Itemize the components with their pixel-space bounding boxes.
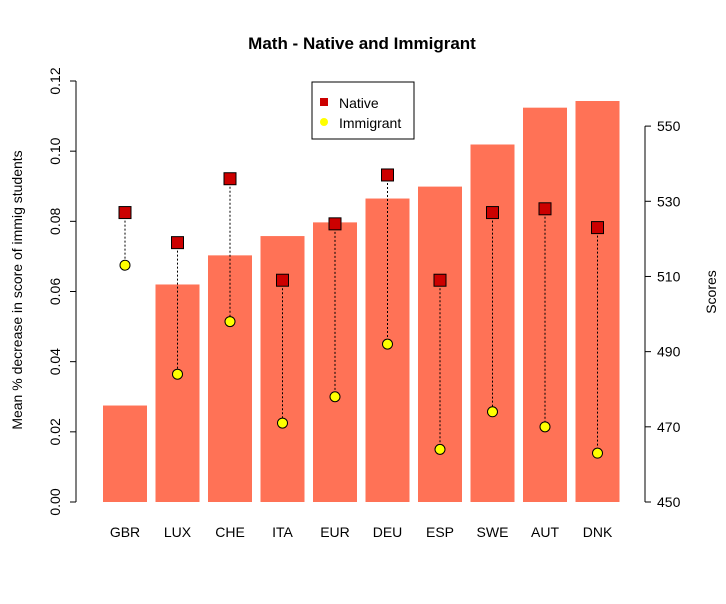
x-tick-label-che: CHE <box>215 524 245 540</box>
y-tick-label: 0.10 <box>47 137 63 164</box>
x-tick-label-dnk: DNK <box>583 524 613 540</box>
x-axis-labels: GBR LUX CHE ITA EUR DEU ESP SWE AUT DNK <box>110 524 613 540</box>
bar-lux <box>155 284 200 502</box>
x-tick-label-gbr: GBR <box>110 524 140 540</box>
y-tick-label: 0.08 <box>47 207 63 234</box>
bar-deu <box>365 198 410 502</box>
immigrant-marker-swe <box>487 406 498 418</box>
x-tick-label-eur: EUR <box>320 524 350 540</box>
legend-immigrant-marker <box>320 118 328 126</box>
immigrant-marker-lux <box>172 368 183 380</box>
native-marker-swe <box>486 206 499 220</box>
native-marker-ita <box>276 273 289 287</box>
legend: Native Immigrant <box>311 81 415 140</box>
native-marker-aut <box>538 202 552 216</box>
y2-axis-label: Scores <box>703 270 719 314</box>
x-tick-label-swe: SWE <box>477 524 509 540</box>
native-marker-dnk <box>591 221 604 235</box>
y2-tick-label: 530 <box>657 193 681 209</box>
immigrant-marker-ita <box>277 417 288 429</box>
immigrant-marker-dnk <box>592 447 603 459</box>
immigrant-marker-deu <box>382 338 393 350</box>
native-marker-deu <box>381 168 394 182</box>
x-tick-label-esp: ESP <box>426 524 454 540</box>
immigrant-marker-che <box>224 316 236 328</box>
y2-tick-label: 510 <box>657 268 681 284</box>
y-tick-label: 0.02 <box>47 418 63 445</box>
marker-group <box>118 168 604 459</box>
chart-title: Math - Native and Immigrant <box>248 34 476 53</box>
native-marker-gbr <box>118 206 132 220</box>
native-marker-che <box>223 172 237 186</box>
x-tick-label-lux: LUX <box>164 524 192 540</box>
bar-gbr <box>103 405 147 502</box>
x-tick-label-aut: AUT <box>531 524 559 540</box>
y2-tick-label: 470 <box>657 419 681 435</box>
y-tick-label: 0.12 <box>47 67 63 94</box>
legend-native-marker <box>320 98 328 106</box>
immigrant-marker-gbr <box>119 259 131 271</box>
connector-group <box>124 174 598 454</box>
y-tick-label: 0.00 <box>47 488 63 515</box>
right-axis: 450 470 490 510 530 550 <box>644 118 681 510</box>
bar-group <box>103 100 620 502</box>
legend-box <box>311 81 415 140</box>
y-tick-label: 0.04 <box>47 348 63 375</box>
y2-tick-label: 450 <box>657 494 681 510</box>
y-tick-label: 0.06 <box>47 278 63 305</box>
legend-immigrant-label: Immigrant <box>339 115 401 131</box>
x-tick-label-deu: DEU <box>373 524 403 540</box>
native-marker-eur <box>328 217 342 231</box>
native-marker-esp <box>433 273 447 287</box>
left-axis: 0.00 0.02 0.04 0.06 0.08 0.10 0.12 <box>47 67 77 516</box>
legend-native-label: Native <box>339 95 379 111</box>
immigrant-marker-aut <box>539 421 551 433</box>
x-tick-label-ita: ITA <box>272 524 293 540</box>
immigrant-marker-esp <box>434 443 446 455</box>
y2-tick-label: 490 <box>657 344 681 360</box>
bar-swe <box>470 144 515 502</box>
native-marker-lux <box>171 236 184 250</box>
immigrant-marker-eur <box>329 391 341 403</box>
y-axis-label: Mean % decrease in score of immig studen… <box>9 150 25 429</box>
y2-tick-label: 550 <box>657 118 681 134</box>
